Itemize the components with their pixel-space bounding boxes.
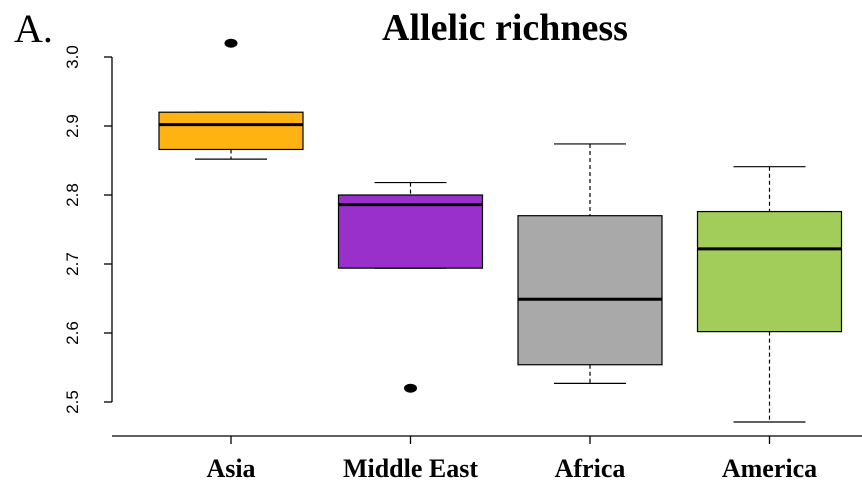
y-tick-label: 2.6 [63, 321, 82, 345]
box-iqr [337, 194, 484, 269]
box-middle-east [337, 181, 484, 393]
y-tick-label: 2.8 [63, 183, 82, 207]
y-tick-label: 2.7 [63, 252, 82, 276]
y-tick-label: 3.0 [63, 45, 82, 69]
x-tick-label: Africa [555, 454, 626, 483]
box-iqr [696, 210, 843, 333]
box-iqr [517, 215, 663, 366]
panel-label: A. [14, 6, 53, 51]
x-tick-label: America [722, 454, 817, 483]
box-asia [158, 38, 304, 160]
y-tick-label: 2.5 [63, 390, 82, 414]
box-iqr [158, 111, 304, 151]
outlier-point [404, 383, 417, 393]
box-america [696, 166, 843, 423]
y-tick-label: 2.9 [63, 114, 82, 138]
x-tick-label: Middle East [343, 454, 478, 483]
box-africa [517, 143, 663, 384]
x-tick-label: Asia [206, 454, 255, 483]
box-series [158, 38, 843, 423]
chart-title: Allelic richness [382, 7, 628, 49]
x-axis: Asia Middle East Africa America [112, 435, 862, 483]
outlier-point [224, 38, 238, 48]
y-axis: 2.5 2.6 2.7 2.8 2.9 3.0 [63, 45, 113, 414]
